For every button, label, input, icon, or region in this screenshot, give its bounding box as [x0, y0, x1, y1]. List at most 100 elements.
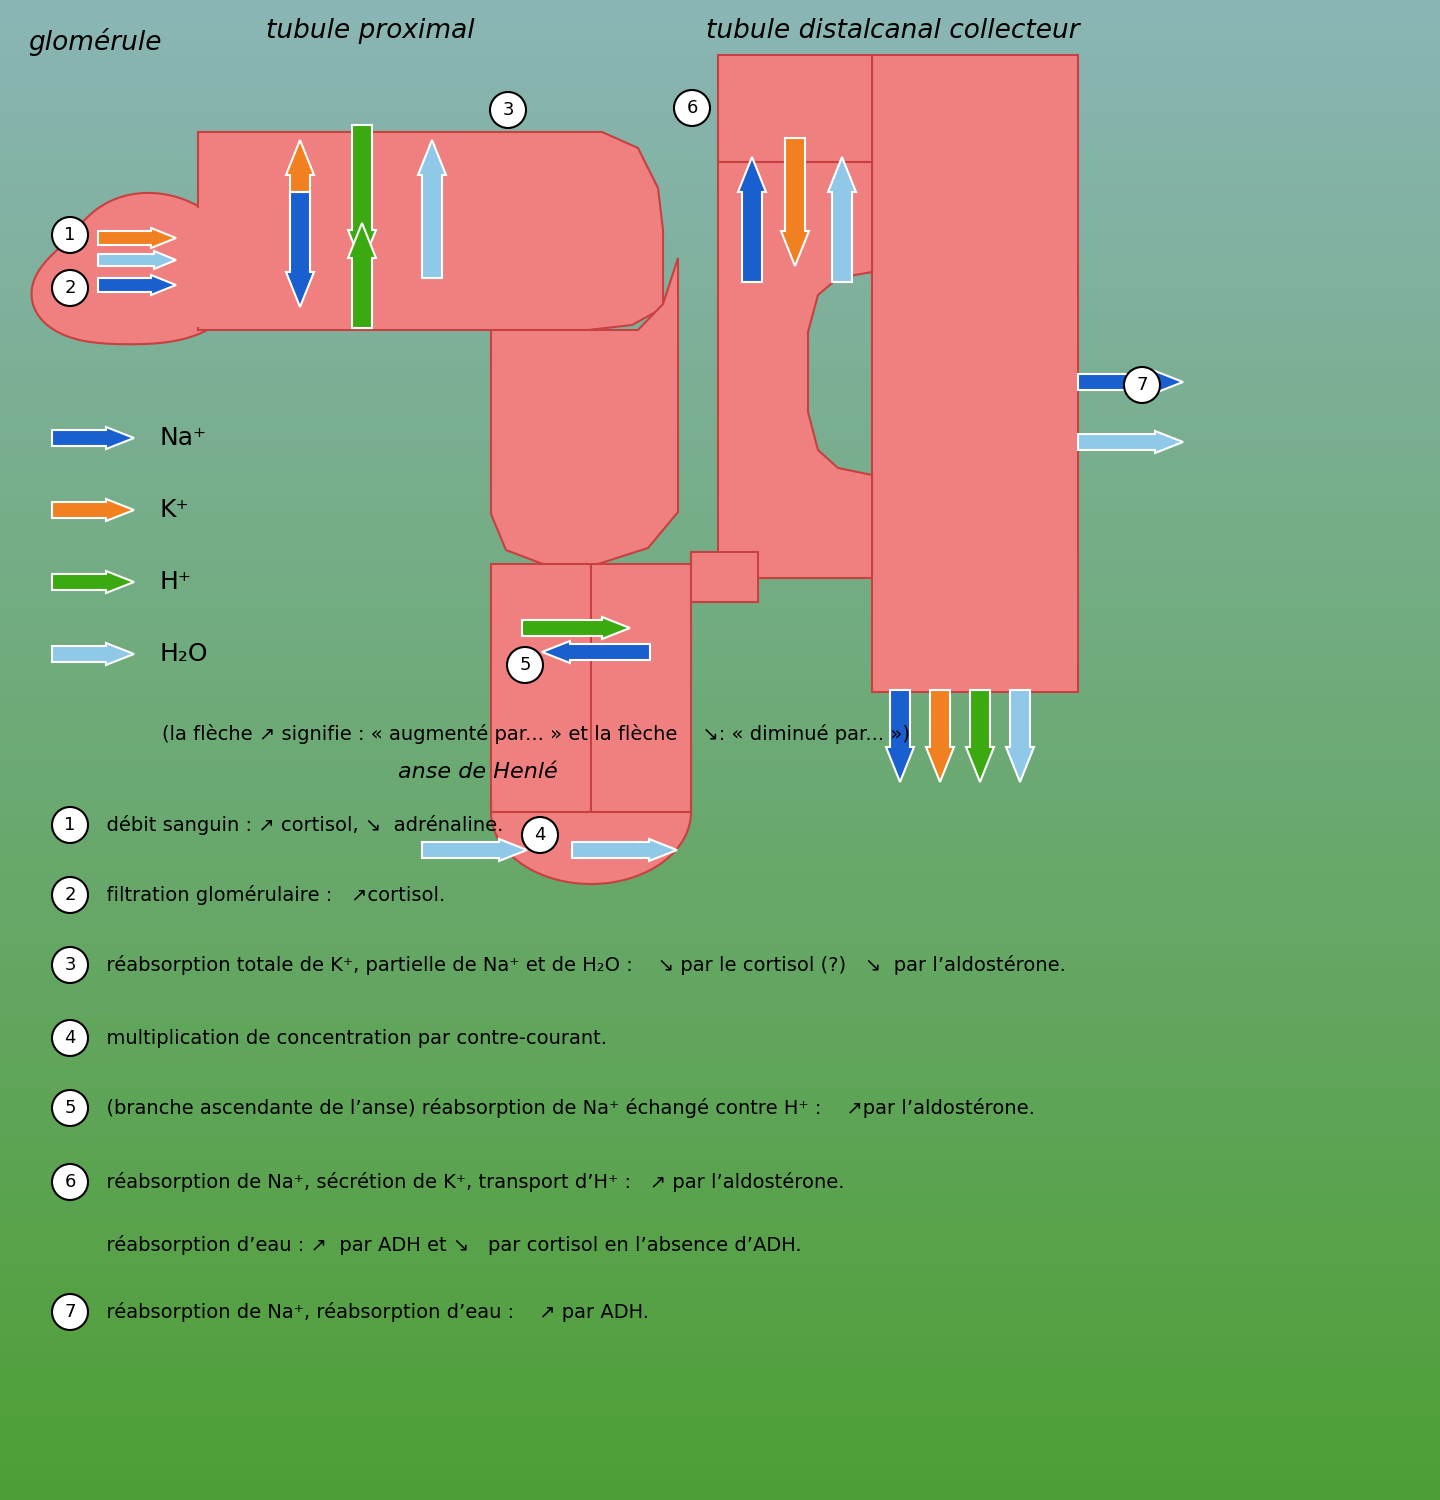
Bar: [0, 861, 1440, 870]
Bar: [0, 606, 1440, 615]
FancyArrow shape: [422, 839, 527, 861]
Bar: [0, 1266, 1440, 1275]
Text: débit sanguin : ↗ cortisol, ↘  adrénaline.: débit sanguin : ↗ cortisol, ↘ adrénaline…: [94, 815, 504, 836]
Circle shape: [674, 90, 710, 126]
Bar: [0, 254, 1440, 262]
Circle shape: [52, 1164, 88, 1200]
Bar: [0, 1176, 1440, 1185]
FancyArrow shape: [287, 192, 314, 308]
Text: 2: 2: [65, 886, 76, 904]
Bar: [0, 118, 1440, 128]
Bar: [0, 426, 1440, 435]
Bar: [0, 1484, 1440, 1492]
FancyArrow shape: [828, 158, 855, 282]
Text: 6: 6: [687, 99, 698, 117]
Circle shape: [52, 270, 88, 306]
Bar: [0, 1281, 1440, 1290]
Text: 3: 3: [65, 956, 76, 974]
Bar: [0, 704, 1440, 712]
Circle shape: [52, 946, 88, 982]
Bar: [0, 1041, 1440, 1050]
Bar: [0, 291, 1440, 300]
FancyArrow shape: [98, 274, 176, 296]
Bar: [0, 1228, 1440, 1238]
Bar: [0, 1431, 1440, 1440]
Bar: [0, 28, 1440, 38]
FancyArrow shape: [541, 640, 649, 663]
Bar: [0, 0, 1440, 8]
Bar: [0, 494, 1440, 502]
Bar: [0, 1461, 1440, 1470]
Bar: [0, 216, 1440, 225]
Bar: [0, 1416, 1440, 1425]
FancyArrow shape: [780, 138, 809, 266]
Text: 6: 6: [65, 1173, 76, 1191]
Bar: [0, 1446, 1440, 1455]
Bar: [0, 1386, 1440, 1395]
Bar: [0, 1124, 1440, 1132]
Bar: [0, 1296, 1440, 1305]
Bar: [0, 1334, 1440, 1342]
Polygon shape: [189, 209, 258, 327]
Bar: [0, 1191, 1440, 1200]
Text: H₂O: H₂O: [160, 642, 209, 666]
Bar: [0, 411, 1440, 420]
Bar: [0, 126, 1440, 135]
Bar: [0, 1251, 1440, 1260]
Text: 5: 5: [65, 1100, 76, 1118]
FancyArrow shape: [52, 572, 134, 592]
Bar: [0, 591, 1440, 600]
Bar: [0, 598, 1440, 608]
Text: filtration glomérulaire :   ↗cortisol.: filtration glomérulaire : ↗cortisol.: [94, 885, 445, 904]
FancyArrow shape: [886, 690, 914, 782]
Bar: [0, 1491, 1440, 1500]
Bar: [0, 831, 1440, 840]
FancyArrow shape: [966, 690, 994, 782]
Polygon shape: [873, 56, 1079, 692]
Bar: [0, 186, 1440, 195]
Bar: [0, 868, 1440, 877]
Bar: [0, 974, 1440, 982]
Bar: [0, 1034, 1440, 1042]
Bar: [0, 388, 1440, 398]
Bar: [0, 839, 1440, 848]
Bar: [0, 1348, 1440, 1358]
Bar: [0, 538, 1440, 548]
Text: K⁺: K⁺: [160, 498, 190, 522]
Circle shape: [490, 92, 526, 128]
Text: multiplication de concentration par contre-courant.: multiplication de concentration par cont…: [94, 1029, 608, 1047]
Bar: [0, 164, 1440, 172]
Text: H⁺: H⁺: [160, 570, 192, 594]
Bar: [0, 584, 1440, 592]
Bar: [0, 1086, 1440, 1095]
Text: réabsorption d’eau : ↗  par ADH et ↘   par cortisol en l’absence d’ADH.: réabsorption d’eau : ↗ par ADH et ↘ par …: [94, 1234, 802, 1256]
Bar: [0, 314, 1440, 322]
Bar: [0, 1108, 1440, 1118]
Bar: [0, 238, 1440, 248]
Bar: [0, 276, 1440, 285]
Bar: [0, 748, 1440, 758]
Bar: [0, 1244, 1440, 1252]
Bar: [0, 546, 1440, 555]
Bar: [0, 576, 1440, 585]
Bar: [0, 516, 1440, 525]
Bar: [0, 1094, 1440, 1102]
Bar: [0, 966, 1440, 975]
Text: réabsorption de Na⁺, sécrétion de K⁺, transport d’H⁺ :   ↗ par l’aldostérone.: réabsorption de Na⁺, sécrétion de K⁺, tr…: [94, 1172, 844, 1192]
Bar: [0, 13, 1440, 22]
Text: (la flèche ↗ signifie : « augmenté par... » et la flèche    ↘: « diminué par... : (la flèche ↗ signifie : « augmenté par..…: [161, 724, 910, 744]
Circle shape: [507, 646, 543, 682]
Bar: [0, 1064, 1440, 1072]
Bar: [0, 471, 1440, 480]
Bar: [0, 268, 1440, 278]
Bar: [0, 456, 1440, 465]
Polygon shape: [491, 564, 590, 812]
Bar: [0, 1056, 1440, 1065]
Bar: [0, 853, 1440, 862]
Bar: [0, 688, 1440, 698]
Text: 7: 7: [1136, 376, 1148, 394]
Bar: [0, 1101, 1440, 1110]
Bar: [0, 794, 1440, 802]
Bar: [0, 21, 1440, 30]
Bar: [0, 298, 1440, 307]
